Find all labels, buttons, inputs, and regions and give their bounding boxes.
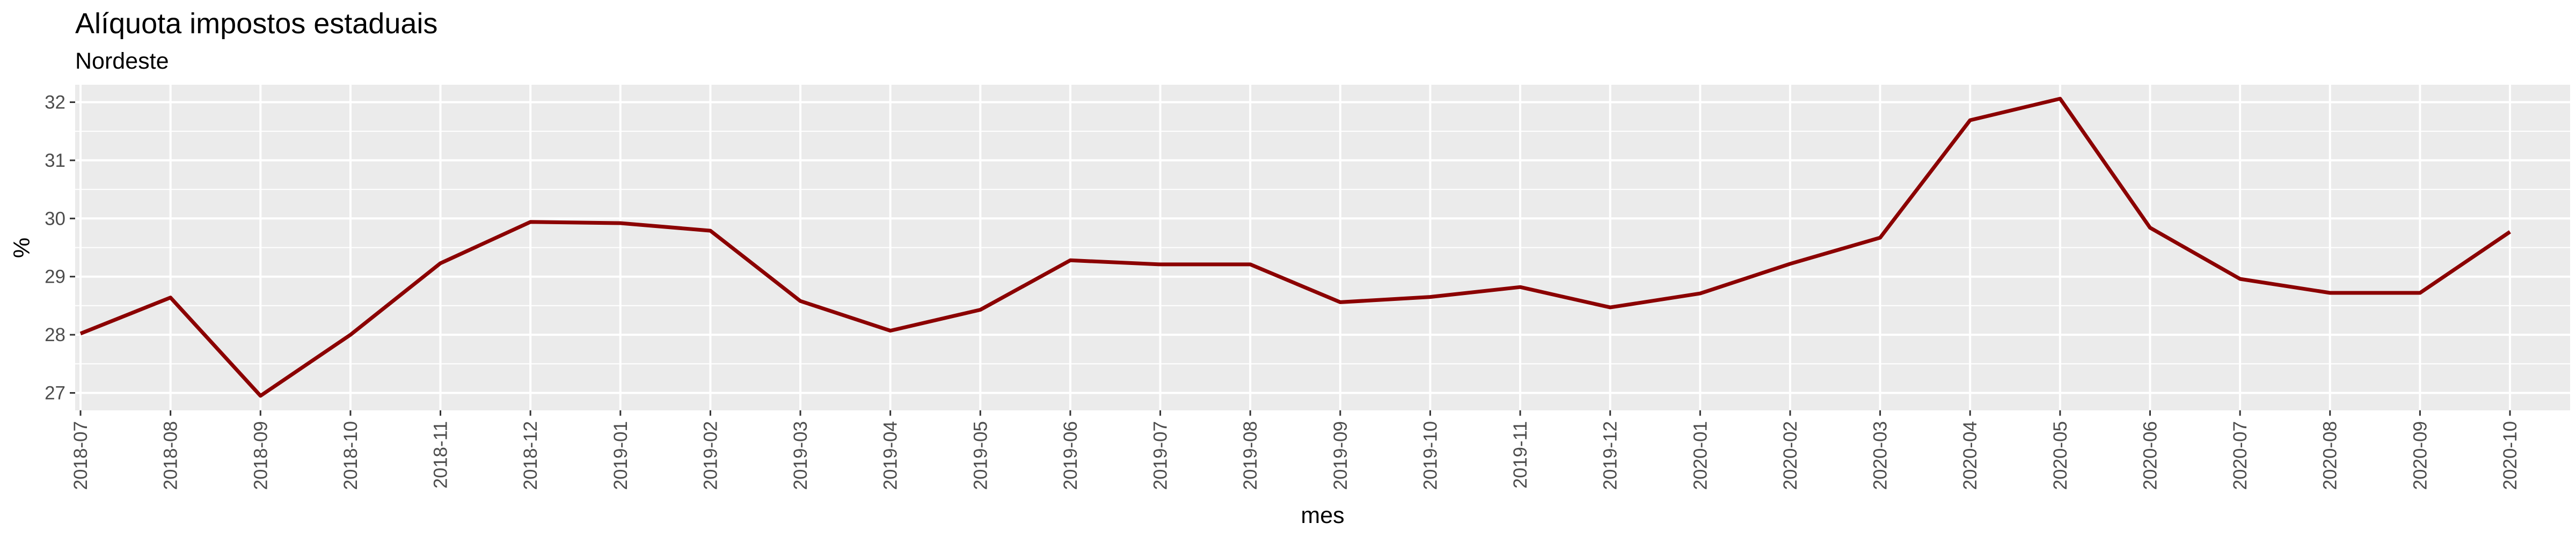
x-tick-label: 2020-09 [2410, 421, 2431, 490]
x-tick-label: 2019-11 [1510, 421, 1531, 489]
x-tick-label: 2019-04 [880, 421, 901, 490]
x-tick-label: 2020-06 [2140, 421, 2161, 490]
major-gridlines [75, 85, 2570, 410]
x-tick-label: 2020-05 [2050, 421, 2071, 490]
x-tick-label: 2018-11 [430, 421, 451, 489]
y-axis-title: % [9, 238, 35, 258]
x-tick-label: 2018-08 [160, 421, 181, 490]
x-tick-label: 2020-10 [2500, 421, 2521, 490]
x-tick-label: 2019-12 [1600, 421, 1621, 490]
x-tick-label: 2020-04 [1960, 421, 1981, 490]
x-tick-label: 2018-10 [340, 421, 361, 490]
x-tick-label: 2020-08 [2320, 421, 2341, 490]
x-tick-label: 2019-07 [1150, 421, 1171, 490]
x-tick-label: 2020-03 [1870, 421, 1891, 490]
x-tick-label: 2020-01 [1690, 421, 1711, 490]
chart-subtitle: Nordeste [75, 48, 169, 74]
series-layer [79, 97, 2511, 398]
x-tick-label: 2019-08 [1240, 421, 1261, 490]
x-tick-label: 2020-07 [2230, 421, 2251, 490]
y-tick-label: 32 [45, 92, 65, 113]
x-tick-label: 2019-01 [610, 421, 631, 490]
x-tick-label: 2019-02 [700, 421, 721, 490]
y-tick-label: 27 [45, 382, 65, 403]
x-axis-title: mes [1301, 503, 1344, 528]
x-tick-label: 2018-07 [70, 421, 91, 490]
x-tick-label: 2019-10 [1420, 421, 1441, 490]
x-tick-label: 2019-06 [1060, 421, 1081, 490]
y-tick-label: 31 [45, 150, 65, 171]
x-tick-label: 2020-02 [1780, 421, 1801, 490]
x-tick-label: 2018-09 [250, 421, 271, 490]
x-tick-label: 2019-03 [790, 421, 811, 490]
series-line [79, 97, 2511, 398]
minor-gridlines [75, 130, 2570, 365]
x-tick-label: 2019-05 [970, 421, 991, 490]
chart-title: Alíquota impostos estaduais [75, 8, 437, 40]
x-tick-labels: 2018-07 2018-08 2018-09 2018-10 2018-11 2018-… [70, 421, 2521, 490]
x-tick-label: 2019-09 [1330, 421, 1351, 490]
y-tick-label: 30 [45, 208, 65, 229]
y-tick-label: 28 [45, 325, 65, 345]
x-tick-label: 2018-12 [520, 421, 541, 490]
y-tick-label: 29 [45, 267, 65, 288]
y-tick-labels: 27 28 29 30 31 32 [45, 92, 65, 404]
axis-ticks [70, 101, 2511, 416]
